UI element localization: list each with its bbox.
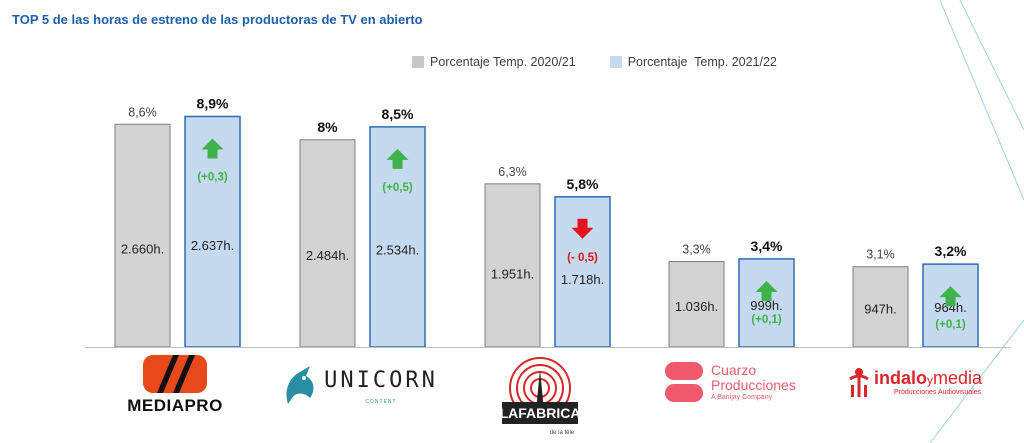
arrow-up-icon-2 (386, 148, 409, 169)
hours-label-2020-2: 2.484h. (306, 248, 349, 263)
change-label-3: (- 0,5) (567, 252, 598, 264)
unicorn-logo-text: UNICORN (324, 367, 438, 393)
indalo-logo-text-1: indalo (874, 368, 927, 388)
legend-label-2020: Porcentaje Temp. 2020/21 (430, 55, 576, 69)
bar-2020-3 (484, 183, 541, 348)
cuarzo-logo-text-3: A Banijay Company (711, 393, 773, 401)
pct-label-2021-4: 3,4% (751, 238, 783, 254)
lafabrica-logo: LAFABRICA de la tele (500, 350, 580, 440)
pct-label-2020-2: 8% (317, 119, 338, 135)
cuarzo-logo-text-2: Producciones (711, 377, 796, 394)
indalo-logo-text-3: media (933, 368, 983, 388)
change-label-2: (+0,5) (382, 182, 413, 194)
arrow-down-icon-3 (571, 218, 594, 239)
indalo-logo-icon (849, 368, 869, 397)
hours-label-2021-1: 2.637h. (191, 238, 234, 253)
bar-2020-1 (114, 123, 171, 348)
cuarzo-logo-wordmark: Cuarzo Producciones A Banijay Company (711, 361, 796, 401)
unicorn-logo-wordmark: UNICORN CONTENT (324, 368, 438, 405)
pct-label-2020-4: 3,3% (682, 243, 711, 257)
cuarzo-logo-text-1: Cuarzo (711, 361, 757, 378)
lafabrica-logo-subtext: de la tele (550, 430, 575, 436)
pct-label-2021-3: 5,8% (567, 176, 599, 192)
legend-swatch-2020 (412, 56, 424, 68)
indalo-logo-text-2: y (927, 373, 933, 387)
mediapro-logo-icon (143, 354, 207, 393)
arrow-up-icon-1 (201, 138, 224, 159)
hours-label-2021-2: 2.534h. (376, 243, 419, 258)
bar-2020-5 (852, 266, 909, 348)
hours-label-2020-5: 947h. (864, 301, 897, 316)
legend-label-2021: Porcentaje Temp. 2021/22 (627, 55, 777, 69)
chart-legend: Porcentaje Temp. 2020/21 Porcentaje Temp… (412, 55, 805, 69)
indalo-logo-name: indaloymedia (874, 368, 982, 389)
indalo-logo-wordmark: indaloymedia Producciones Audiovisuales (874, 368, 982, 396)
indalo-logo: indaloymedia Producciones Audiovisuales (848, 362, 1008, 402)
lafabrica-logo-icon: LAFABRICA de la tele (500, 357, 580, 436)
bar-2021-4 (738, 258, 795, 348)
pct-label-2020-3: 6,3% (498, 165, 527, 179)
bar-2020-2 (299, 139, 356, 348)
unicorn-logo: UNICORN CONTENT (280, 360, 440, 412)
hours-label-2020-4: 1.036h. (675, 299, 718, 314)
bar-2020-4 (668, 261, 725, 348)
unicorn-logo-subtext: CONTENT (365, 398, 397, 405)
unicorn-logo-icon (286, 366, 314, 404)
cuarzo-logo-icon (665, 362, 703, 402)
hours-label-2021-4: 999h. (750, 298, 783, 313)
hours-label-2021-3: 1.718h. (561, 272, 604, 287)
arrow-up-icon-4 (755, 280, 778, 301)
hours-label-2021-5: 964h. (934, 300, 967, 315)
indalo-logo-text-4: Producciones Audiovisuales (894, 389, 982, 396)
change-label-4: (+0,1) (751, 314, 782, 326)
legend-item-2020: Porcentaje Temp. 2020/21 (412, 55, 576, 69)
pct-label-2021-5: 3,2% (935, 243, 967, 259)
mediapro-logo: MEDIAPRO (110, 352, 240, 418)
arrow-up-icon-5 (939, 286, 962, 307)
hours-label-2020-1: 2.660h. (121, 241, 164, 256)
hours-label-2020-3: 1.951h. (491, 266, 534, 281)
change-label-1: (+0,3) (197, 171, 228, 183)
legend-swatch-2021 (609, 56, 622, 68)
lafabrica-logo-text: LAFABRICA (500, 405, 580, 421)
cuarzo-logo: Cuarzo Producciones A Banijay Company (665, 360, 825, 404)
pct-label-2020-5: 3,1% (866, 248, 895, 262)
pct-label-2021-1: 8,9% (197, 95, 229, 111)
change-label-5: (+0,1) (935, 319, 966, 331)
chart-title: TOP 5 de las horas de estreno de las pro… (12, 12, 423, 27)
pct-label-2020-1: 8,6% (128, 105, 157, 119)
legend-item-2021: Porcentaje Temp. 2021/22 (609, 55, 777, 69)
pct-label-2021-2: 8,5% (382, 106, 414, 122)
mediapro-logo-text: MEDIAPRO (127, 395, 223, 415)
